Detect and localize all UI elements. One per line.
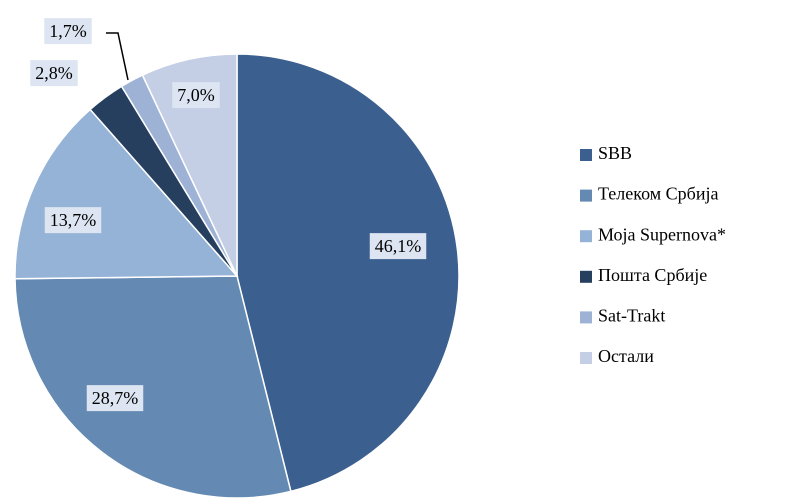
data-label-box	[44, 207, 102, 234]
data-label-box	[30, 60, 78, 87]
data-label-text: 1,7%	[49, 21, 87, 41]
data-label: 13,7%	[44, 207, 102, 234]
legend-label: Пошта Србије	[598, 265, 707, 285]
data-label-box	[172, 82, 220, 109]
legend-swatch	[580, 189, 592, 202]
legend-label: SBB	[598, 143, 632, 163]
data-label-text: 7,0%	[177, 85, 215, 105]
data-label-text: 28,7%	[92, 388, 139, 408]
legend-swatch	[580, 352, 592, 364]
data-label-text: 46,1%	[375, 236, 422, 256]
pie-slice	[236, 53, 460, 493]
data-label: 28,7%	[86, 385, 144, 412]
legend-swatch	[580, 149, 592, 161]
legend-swatch	[580, 230, 592, 243]
pie-slice	[14, 108, 239, 280]
data-label: 1,7%	[44, 18, 92, 45]
data-label-text: 2,8%	[35, 63, 73, 83]
legend-label: Моја Supernova*	[598, 224, 726, 244]
legend-swatch	[580, 270, 592, 283]
data-label-box	[369, 233, 427, 260]
legend-label: Телеком Србија	[598, 184, 718, 204]
leader-line	[106, 32, 129, 81]
legend-label: Sat-Trakt	[598, 306, 665, 326]
data-label: 7,0%	[172, 82, 220, 109]
data-label: 2,8%	[30, 60, 78, 87]
pie-slice	[141, 53, 238, 277]
pie-slice	[14, 275, 292, 499]
legend-label: Остали	[598, 346, 654, 366]
legend-swatch	[580, 311, 592, 324]
data-label-text: 13,7%	[50, 210, 97, 230]
data-label-box	[86, 385, 144, 412]
data-label-box	[44, 18, 92, 45]
data-label: 46,1%	[369, 233, 427, 260]
